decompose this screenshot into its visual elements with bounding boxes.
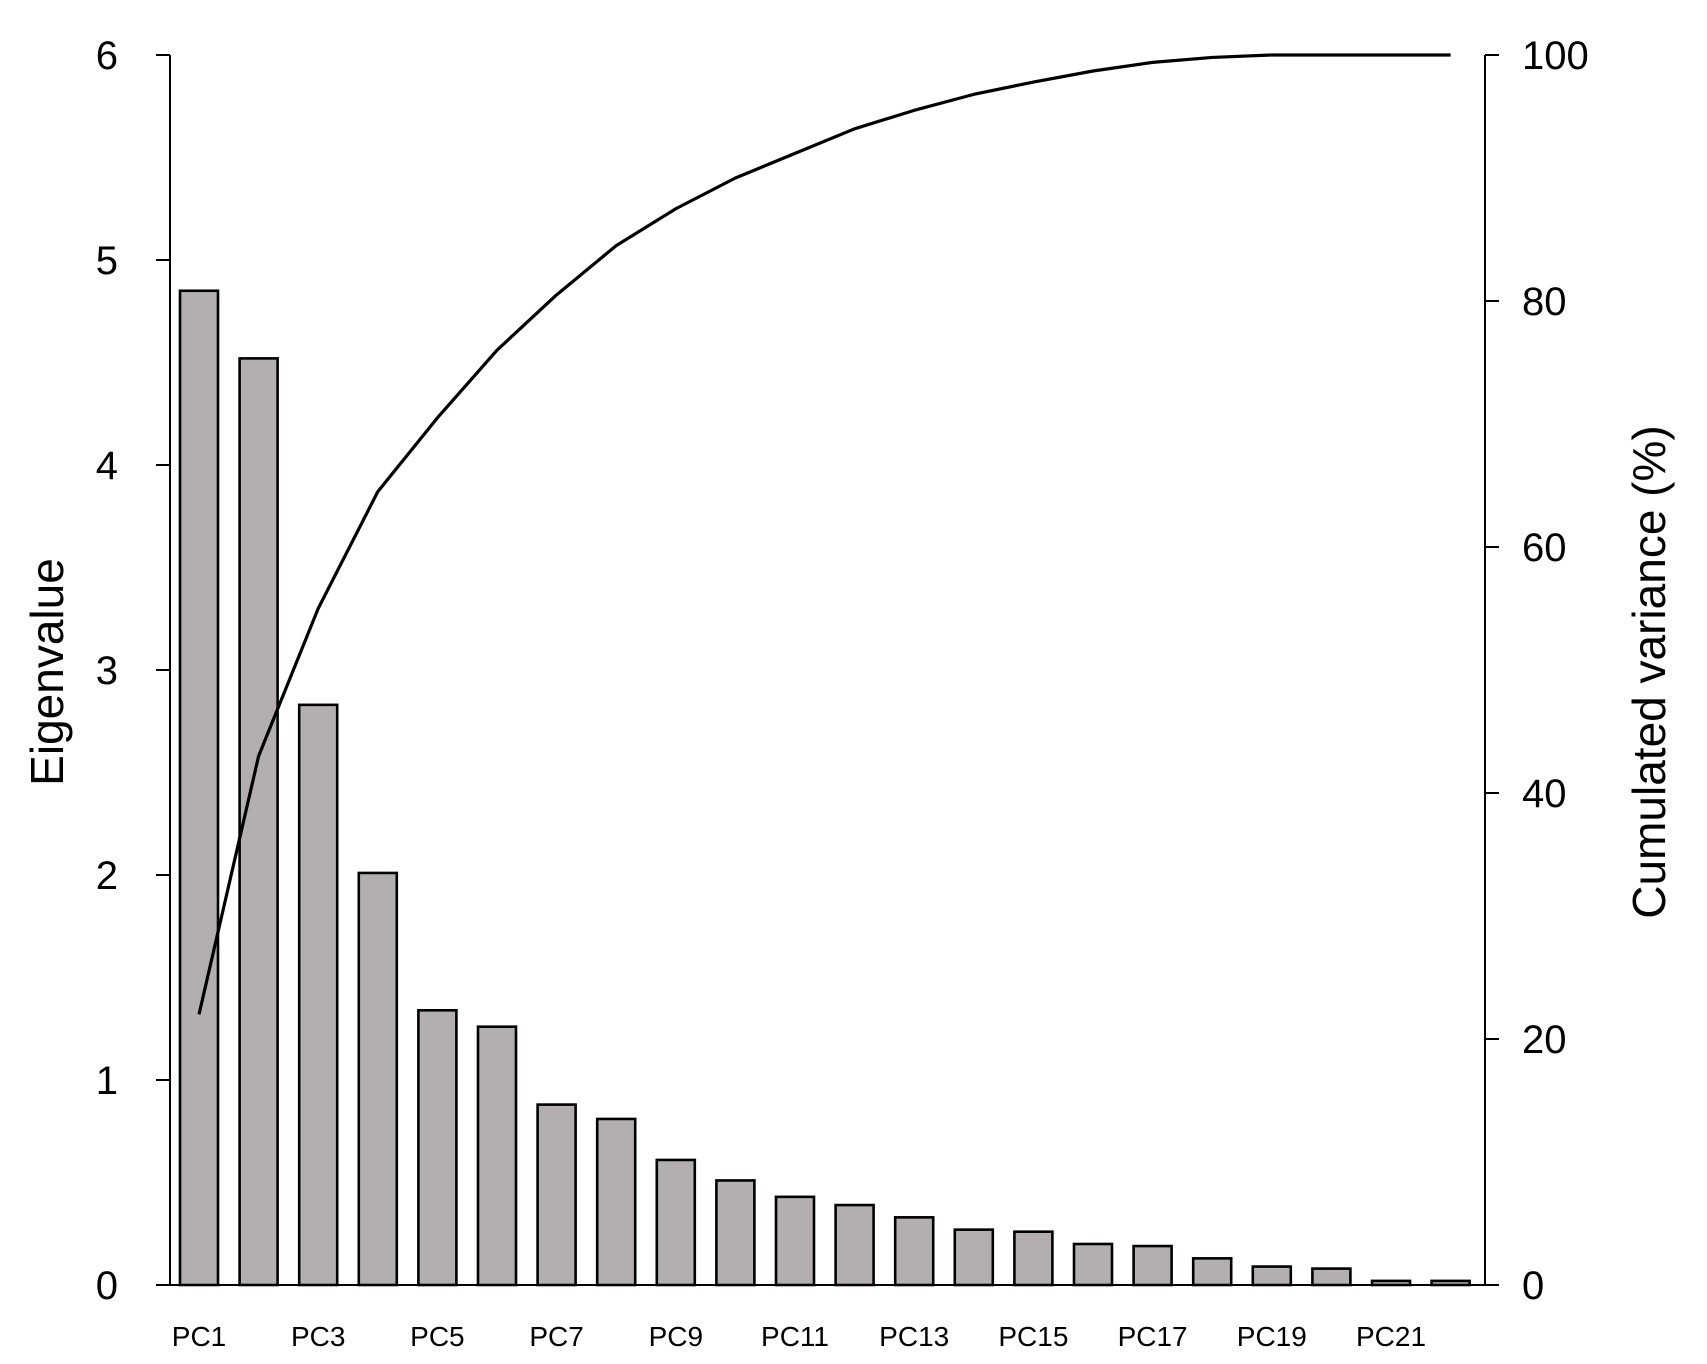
right-tick-label: 100 [1522,34,1589,78]
x-tick-label: PC13 [879,1321,949,1352]
x-tick-label: PC1 [172,1321,226,1352]
x-tick-label: PC17 [1118,1321,1188,1352]
eigenvalue-bar [536,1103,577,1287]
eigenvalue-bar [476,1025,518,1287]
eigenvalue-bar [1191,1257,1233,1287]
left-tick-label: 4 [96,444,118,488]
x-tick-label: PC11 [761,1321,829,1352]
left-tick-label: 6 [96,34,118,78]
eigenvalue-bar [297,703,339,1287]
x-axis-ticks: PC1 PC3 PC5 PC7 PC9 PC11 PC13 PC15 PC17 PC19 PC21 [172,1321,1426,1352]
left-axis-ticks: 0 1 2 3 4 5 6 [96,34,170,1308]
left-tick-label: 1 [96,1059,118,1103]
eigenvalue-bar [893,1216,935,1287]
right-tick-label: 20 [1522,1018,1567,1062]
left-tick-label: 2 [96,854,118,898]
x-tick-label: PC9 [649,1321,703,1352]
eigenvalue-bar [1132,1244,1173,1287]
eigenvalue-bar [357,871,399,1287]
x-tick-label: PC15 [998,1321,1068,1352]
left-tick-label: 3 [96,649,118,693]
x-tick-label: PC21 [1356,1321,1426,1352]
bar-series [178,289,1471,1287]
eigenvalue-bar [715,1179,756,1287]
x-tick-label: PC3 [291,1321,345,1352]
eigenvalue-bar [834,1203,875,1287]
cumulative-variance-line [197,53,1451,1015]
eigenvalue-bar [1251,1265,1293,1287]
eigenvalue-bar [178,289,220,1287]
x-tick-label: PC5 [410,1321,464,1352]
left-tick-label: 0 [96,1264,118,1308]
eigenvalue-bar [595,1117,637,1287]
right-axis-ticks: 0 20 40 60 80 100 [1485,34,1589,1308]
eigenvalue-bar [953,1228,995,1287]
left-tick-label: 5 [96,239,118,283]
right-tick-label: 80 [1522,280,1567,324]
axes [156,55,1499,1286]
eigenvalue-bar [1013,1230,1054,1287]
x-tick-label: PC7 [529,1321,583,1352]
eigenvalue-bar [417,1008,458,1287]
right-tick-label: 40 [1522,772,1567,816]
x-tick-label: PC19 [1237,1321,1307,1352]
right-tick-label: 60 [1522,526,1567,570]
right-tick-label: 0 [1522,1264,1544,1308]
eigenvalue-bar [774,1195,816,1287]
eigenvalue-bar [1072,1242,1114,1287]
eigenvalue-bar [655,1158,697,1287]
right-axis-title: Cumulated variance (%) [1623,425,1675,918]
eigenvalue-bar [238,357,279,1287]
eigenvalue-bar [1311,1267,1352,1287]
left-axis-title: Eigenvalue [21,558,73,786]
